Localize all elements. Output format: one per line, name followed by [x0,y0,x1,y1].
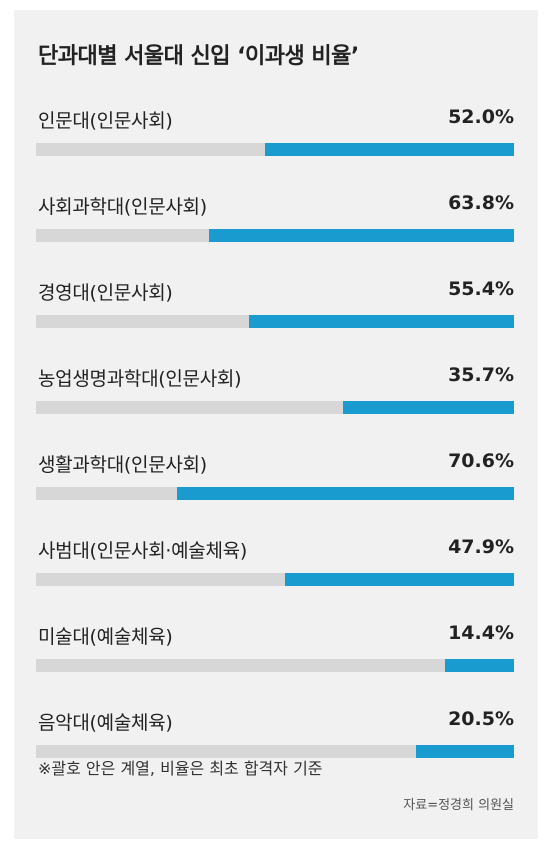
bar [416,745,514,758]
bar-row: 농업생명과학대(인문사회) 35.7% [14,364,538,434]
bar-row: 인문대(인문사회) 52.0% [14,106,538,176]
category-label: 생활과학대(인문사회) [38,454,207,476]
bar [445,659,514,672]
bar-track [36,745,514,758]
value-label: 47.9% [448,536,514,558]
chart-panel: 단과대별 서울대 신입 ‘이과생 비율’ 인문대(인문사회) 52.0% 사회과학대… [14,10,538,839]
bar [176,487,514,500]
value-label: 70.6% [448,450,514,472]
category-label: 미술대(예술체육) [38,626,173,648]
footnote: ※괄호 안은 계열, 비율은 최초 합격자 기준 [38,759,323,778]
value-label: 14.4% [448,622,514,644]
bar [265,143,514,156]
bar-track [36,401,514,414]
value-label: 55.4% [448,278,514,300]
bar-track [36,573,514,586]
bar-track [36,229,514,242]
bar [343,401,514,414]
bar-track [36,315,514,328]
bar [249,315,514,328]
value-label: 35.7% [448,364,514,386]
category-label: 경영대(인문사회) [38,282,173,304]
category-label: 인문대(인문사회) [38,110,173,132]
bar [209,229,514,242]
bar-row: 사범대(인문사회·예술체육) 47.9% [14,536,538,606]
bar-row: 경영대(인문사회) 55.4% [14,278,538,348]
bar [285,573,514,586]
chart-title: 단과대별 서울대 신입 ‘이과생 비율’ [38,44,359,69]
bar-track [36,659,514,672]
bar-track [36,143,514,156]
bar-track [36,487,514,500]
value-label: 20.5% [448,708,514,730]
value-label: 52.0% [448,106,514,128]
source-note: 자료=정경희 의원실 [403,798,514,813]
bar-row: 음악대(예술체육) 20.5% [14,708,538,778]
category-label: 사회과학대(인문사회) [38,196,207,218]
category-label: 음악대(예술체육) [38,712,173,734]
bar-row: 사회과학대(인문사회) 63.8% [14,192,538,262]
category-label: 사범대(인문사회·예술체육) [38,540,247,562]
value-label: 63.8% [448,192,514,214]
category-label: 농업생명과학대(인문사회) [38,368,242,390]
bar-row: 생활과학대(인문사회) 70.6% [14,450,538,520]
bar-row: 미술대(예술체육) 14.4% [14,622,538,692]
